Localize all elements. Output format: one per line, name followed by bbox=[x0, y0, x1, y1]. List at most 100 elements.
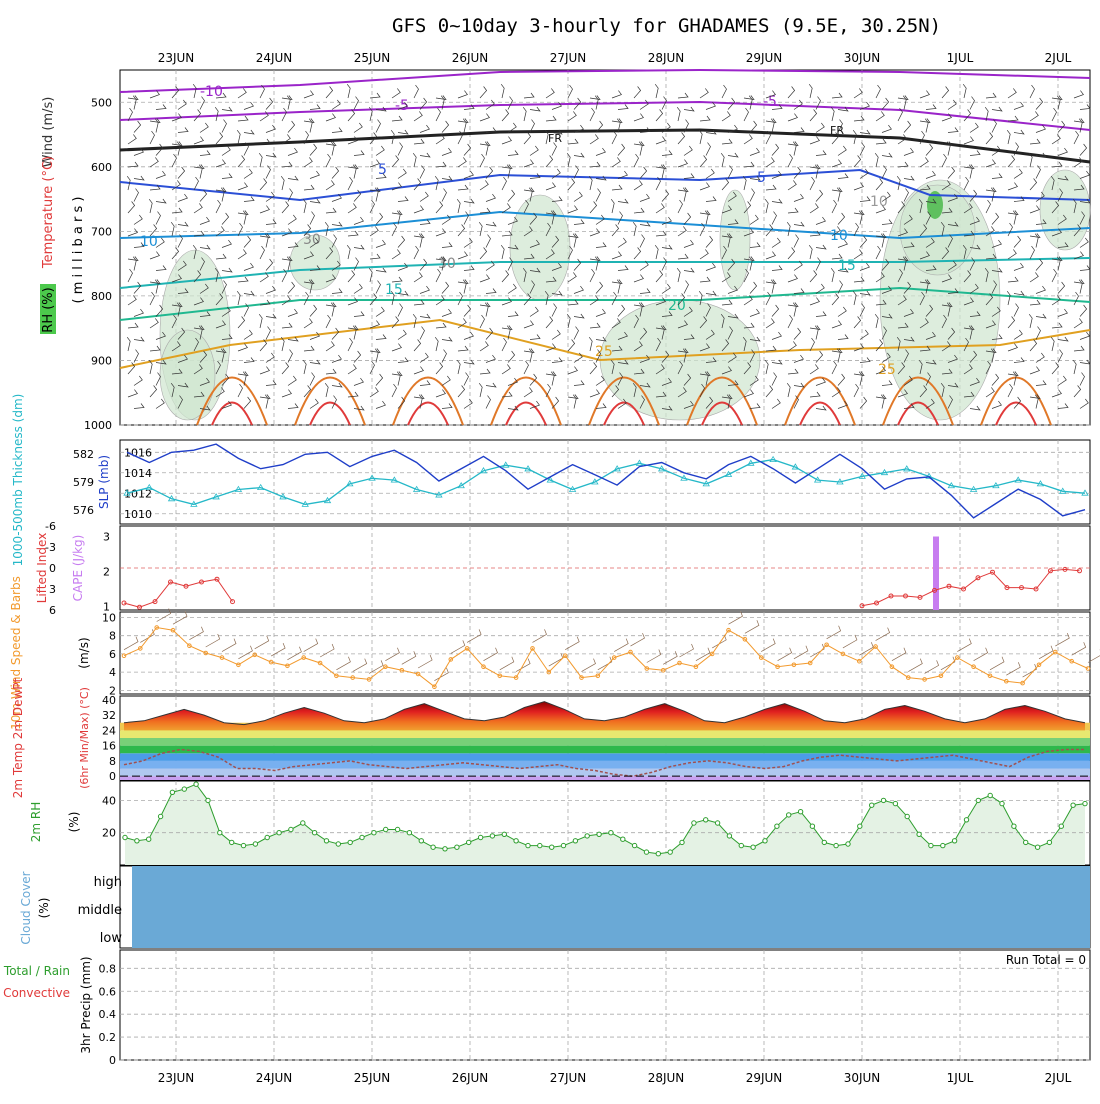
wind-barb bbox=[397, 168, 407, 179]
wind-barb bbox=[749, 188, 755, 202]
wind-barb bbox=[1029, 233, 1041, 238]
wind-barb bbox=[463, 372, 469, 386]
wind-barb bbox=[347, 364, 357, 375]
cloud-fill bbox=[132, 866, 1090, 948]
wind-barb bbox=[1029, 138, 1041, 145]
wind-speed-point bbox=[873, 644, 878, 649]
wind-barb bbox=[199, 350, 208, 363]
isotherm-label: 30 bbox=[438, 256, 456, 272]
wind-barb bbox=[567, 299, 579, 306]
precip-ylabel: 3hr Precip (mm) bbox=[79, 956, 93, 1053]
wind-barb bbox=[220, 187, 225, 202]
wind-barb bbox=[221, 373, 230, 386]
wind-barb bbox=[918, 359, 923, 375]
thickness-tick: 582 bbox=[73, 448, 94, 461]
wind-barb bbox=[265, 97, 274, 110]
wind-barb bbox=[969, 150, 981, 156]
wind-barb bbox=[815, 96, 821, 110]
wind-barb bbox=[793, 288, 805, 294]
wind-barb bbox=[412, 152, 417, 168]
thickness-point bbox=[167, 495, 176, 502]
wind-barb bbox=[677, 159, 688, 168]
wind-barb bbox=[550, 210, 555, 225]
wind-barb bbox=[962, 244, 967, 260]
wind-barb bbox=[837, 306, 847, 317]
rh-shade bbox=[509, 194, 571, 301]
wind-barb bbox=[743, 322, 755, 329]
wind-barb bbox=[193, 337, 199, 352]
wind-barb bbox=[963, 230, 975, 237]
wind-barb bbox=[353, 216, 364, 225]
wind-barb bbox=[287, 281, 296, 294]
wind-barb bbox=[1079, 331, 1090, 340]
wind-barb bbox=[831, 348, 843, 353]
wind-barb bbox=[126, 175, 131, 191]
wind-barb bbox=[507, 377, 518, 386]
wind-barb bbox=[611, 318, 621, 329]
rh2m-point bbox=[691, 820, 697, 826]
wind-barb bbox=[749, 308, 760, 317]
thickness-point bbox=[925, 472, 933, 479]
wind-barb bbox=[309, 359, 321, 365]
wind-barb bbox=[837, 212, 846, 225]
wind-barb bbox=[133, 214, 143, 225]
wind-barb bbox=[919, 318, 929, 329]
wind-barb bbox=[286, 95, 291, 110]
wind-barb bbox=[947, 221, 959, 227]
wind-barb bbox=[369, 320, 380, 329]
wind-barb bbox=[721, 178, 730, 191]
wind-barb bbox=[742, 175, 747, 191]
wind-speed-point bbox=[334, 673, 339, 679]
wind-barb bbox=[985, 226, 995, 237]
wind-barb bbox=[391, 182, 402, 191]
wind-barb bbox=[809, 109, 818, 122]
wind-barb bbox=[947, 99, 957, 110]
wind-barb bbox=[369, 226, 379, 237]
wind-barb bbox=[215, 199, 221, 214]
wind-barb bbox=[567, 394, 579, 399]
date-label-top: 23JUN bbox=[158, 51, 195, 65]
wind-barb bbox=[727, 352, 737, 363]
thickness-point bbox=[702, 480, 710, 487]
wind-barb bbox=[984, 267, 989, 283]
wind-barb bbox=[595, 281, 604, 294]
wind-speed-point bbox=[121, 653, 127, 659]
wind-barb bbox=[1051, 95, 1063, 100]
wind-barb bbox=[529, 334, 541, 340]
wind-barb bbox=[353, 350, 362, 363]
wind-barb bbox=[287, 147, 298, 156]
wind-barb bbox=[749, 281, 758, 294]
run-total: Run Total = 0 bbox=[1006, 953, 1086, 967]
wind-barb bbox=[742, 336, 747, 352]
rh2m-line bbox=[124, 783, 1086, 855]
isotherm-30-arc bbox=[588, 376, 660, 426]
wind-barb bbox=[655, 230, 667, 237]
wind-barb bbox=[331, 99, 341, 110]
li-point bbox=[199, 579, 204, 585]
wind-barb bbox=[441, 281, 450, 294]
wind-barb bbox=[787, 314, 793, 329]
li-tick: -6 bbox=[45, 520, 56, 533]
wind-barb bbox=[485, 193, 496, 202]
wind-barb bbox=[611, 118, 623, 123]
wind-barb bbox=[507, 283, 517, 294]
wind-barb bbox=[237, 316, 246, 329]
thickness-point bbox=[657, 465, 666, 472]
wind-barb bbox=[771, 304, 780, 317]
wind-barb bbox=[837, 239, 848, 248]
wind-barb bbox=[369, 348, 381, 353]
wind-barb bbox=[221, 306, 231, 317]
wind-barb bbox=[171, 207, 183, 214]
wind-barb bbox=[347, 230, 359, 237]
wind-barb bbox=[963, 203, 973, 214]
wind-barb bbox=[259, 205, 270, 214]
wind-barb bbox=[947, 382, 959, 388]
wind-speed-point bbox=[448, 657, 454, 662]
thickness-ylabel: 1000-500mb Thickness (dm) bbox=[11, 394, 25, 567]
temp-area bbox=[124, 701, 1085, 731]
wind-barb bbox=[353, 377, 364, 386]
wind-barb bbox=[677, 320, 688, 329]
wind-barb bbox=[726, 233, 731, 248]
